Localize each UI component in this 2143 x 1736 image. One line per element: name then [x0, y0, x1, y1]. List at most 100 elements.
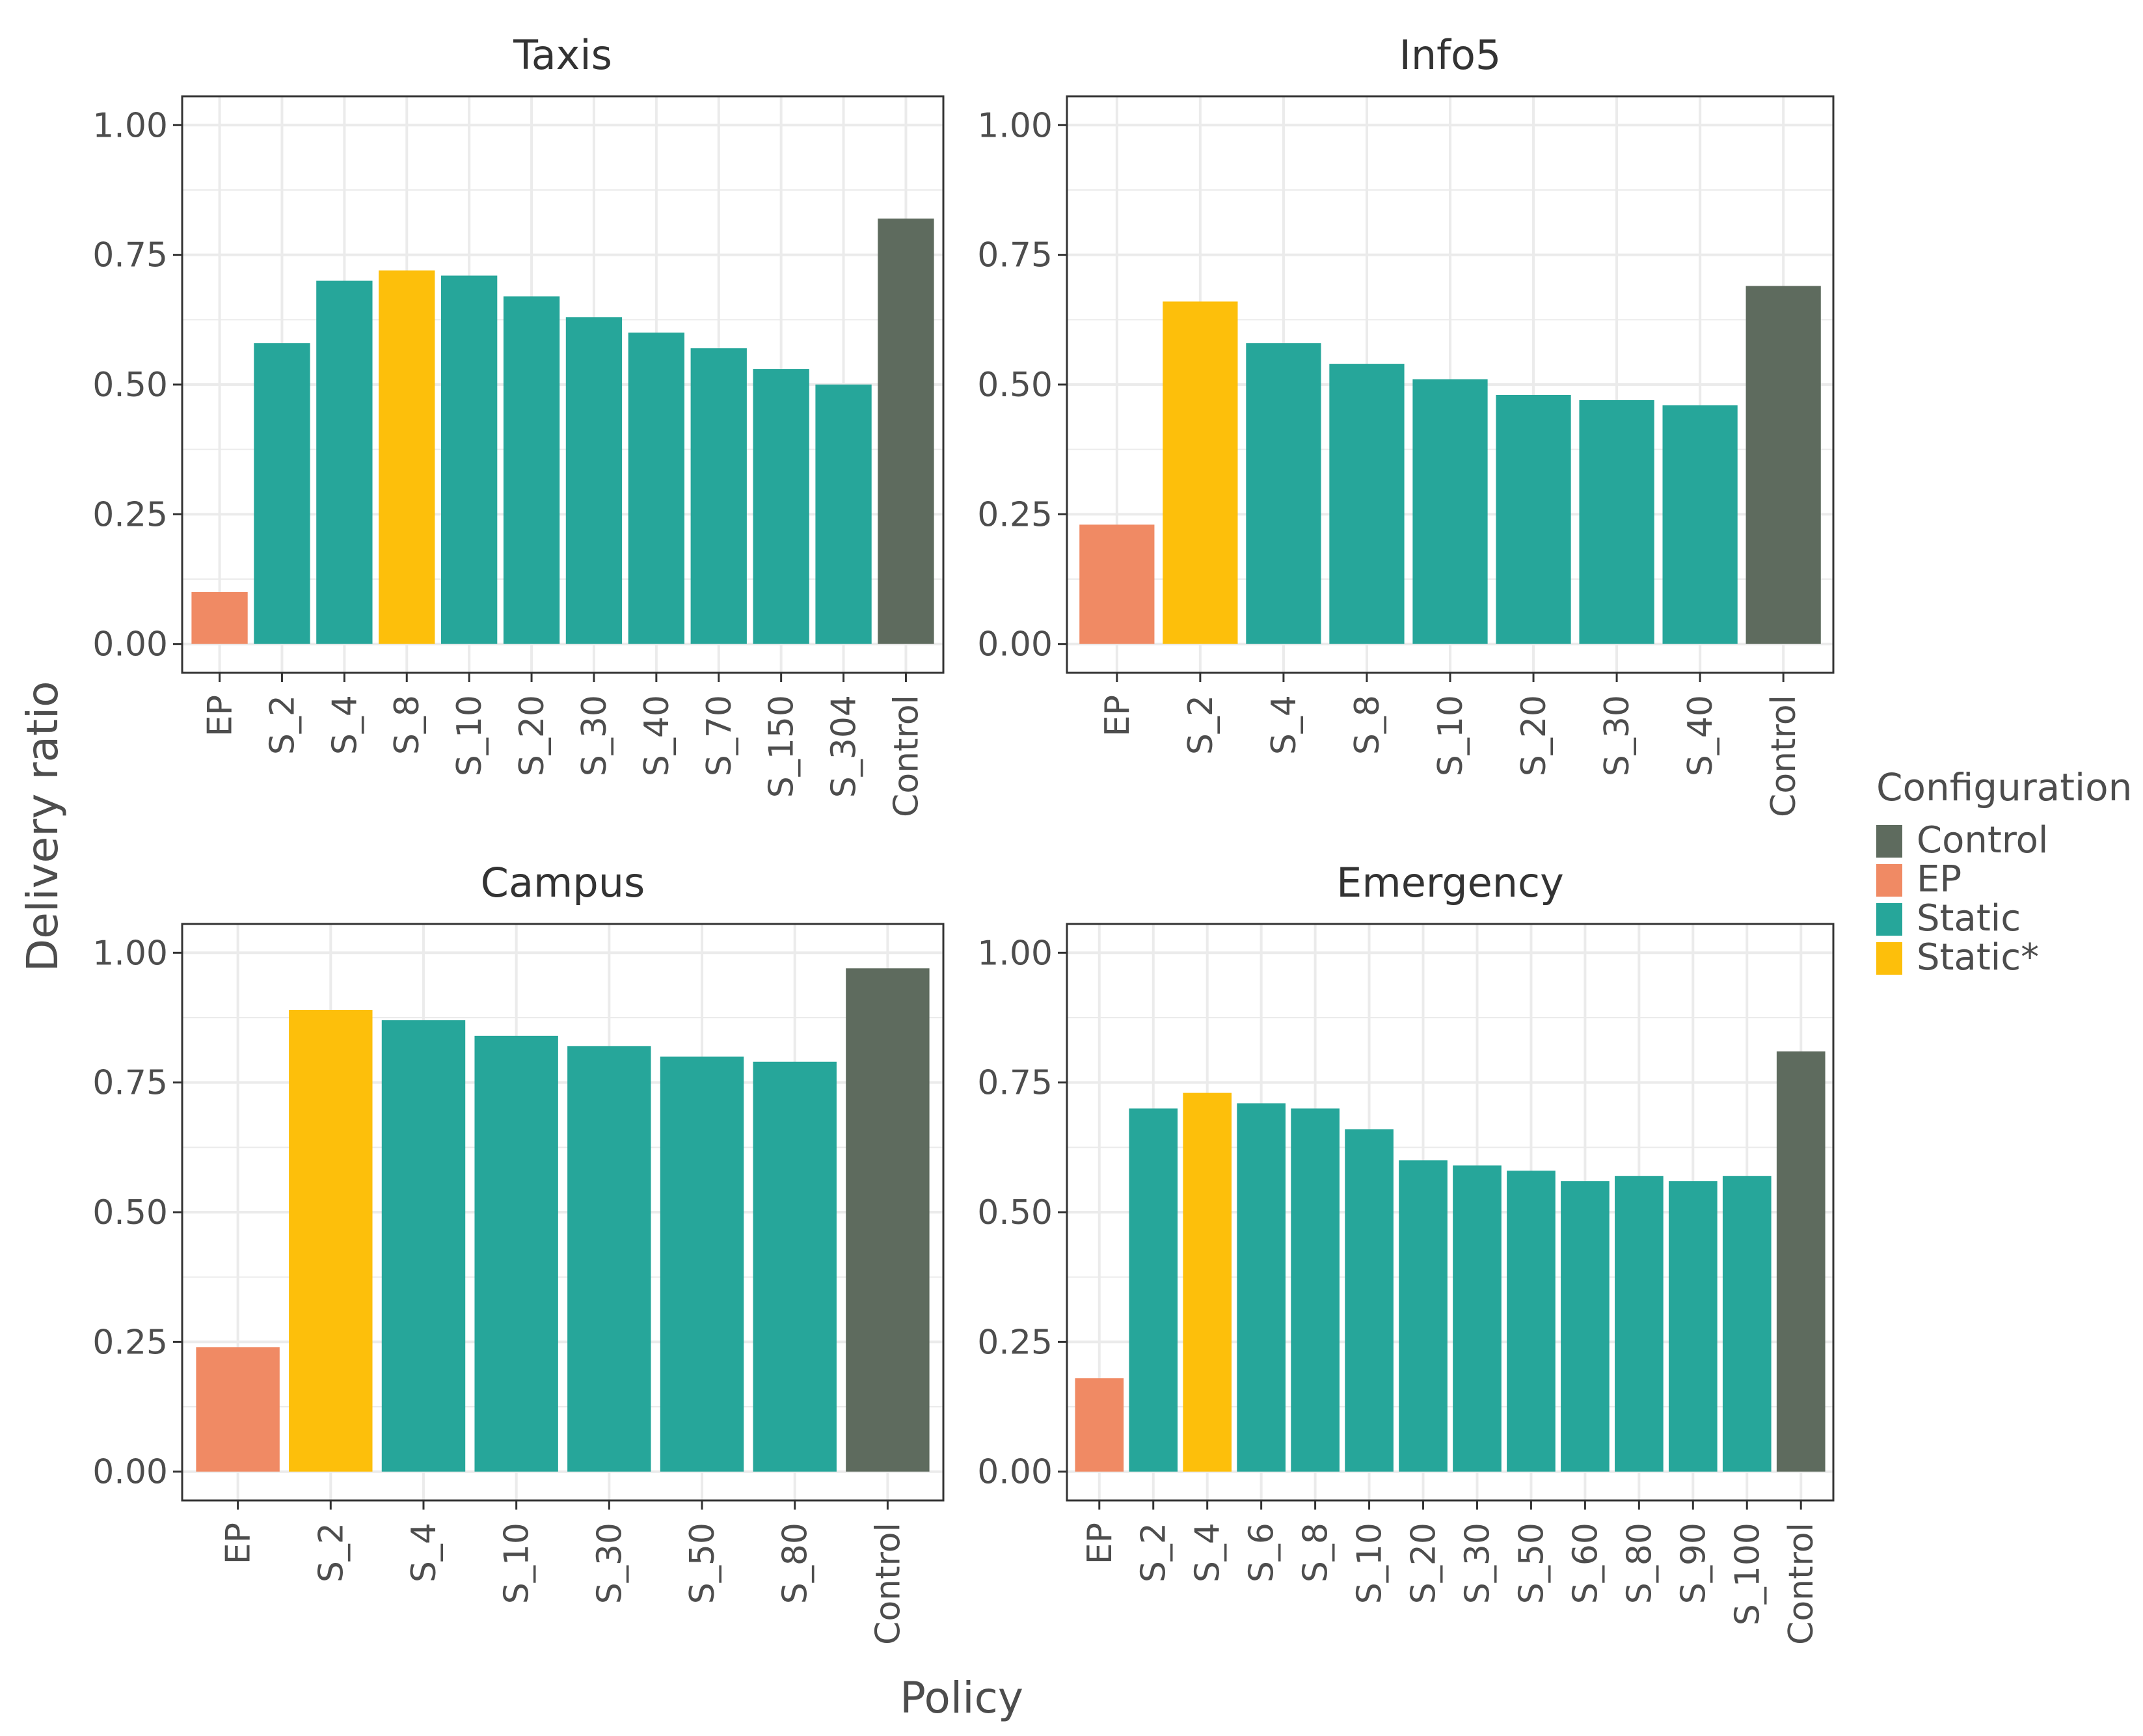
- bar-s-40: [1662, 405, 1738, 644]
- bar-control: [846, 968, 930, 1472]
- bar-s-4: [316, 280, 373, 644]
- y-tick-label: 1.00: [92, 106, 168, 145]
- x-tick-label-control: Control: [1764, 695, 1803, 817]
- y-axis-title: Delivery ratio: [18, 681, 68, 971]
- bar-control: [878, 218, 934, 644]
- bar-s-4: [381, 1020, 466, 1472]
- panel-title: Taxis: [513, 31, 612, 79]
- y-tick-label: 0.50: [977, 1193, 1053, 1232]
- bar-control: [1745, 286, 1821, 644]
- bar-s-304: [815, 385, 872, 644]
- bar-s-4: [1183, 1092, 1232, 1472]
- legend-label-static: Static*: [1917, 936, 2039, 979]
- bar-s-30: [1453, 1165, 1502, 1472]
- y-tick-label: 0.50: [92, 1193, 168, 1232]
- x-tick-label-s-80: S_80: [1620, 1523, 1659, 1604]
- bar-s-2: [1163, 301, 1238, 644]
- legend-label-ep: EP: [1917, 858, 1961, 901]
- y-tick-label: 0.50: [92, 366, 168, 405]
- bar-s-2: [289, 1010, 373, 1472]
- panel-emergency: 0.00 0.25 0.50 0.75 1.00 EP S_2 S_4 S_6 S_8 S_10 S_…: [977, 859, 1835, 1645]
- bar-s-20: [503, 296, 560, 644]
- chart-panels: 0.00 0.25 0.50 0.75 1.00 EP S_2 S_4 S_8 S_10 S_20 S…: [92, 31, 1835, 1645]
- bar-s-4: [1246, 343, 1321, 644]
- panel-grid: [1067, 924, 1833, 1500]
- x-tick-label-s-90: S_90: [1674, 1523, 1713, 1604]
- panel-taxis: 0.00 0.25 0.50 0.75 1.00 EP S_2 S_4 S_8 S_10 S_20 S…: [92, 31, 945, 817]
- y-tick-label: 0.50: [977, 366, 1053, 405]
- legend-swatch-static: [1876, 942, 1902, 975]
- x-tick-label-s-8: S_8: [388, 695, 427, 755]
- x-tick-label-s-30: S_30: [1458, 1523, 1497, 1604]
- x-axis-title: Policy: [900, 1673, 1023, 1723]
- bar-s-40: [628, 332, 685, 644]
- panel-title: Campus: [481, 859, 645, 906]
- y-tick-label: 1.00: [977, 934, 1053, 973]
- x-tick-label-s-2: S_2: [312, 1523, 351, 1582]
- bar-s-20: [1399, 1160, 1448, 1472]
- x-tick-label-s-20: S_20: [1515, 695, 1554, 776]
- y-tick-label: 0.25: [977, 495, 1053, 534]
- x-tick-label-s-50: S_50: [1512, 1523, 1551, 1604]
- x-tick-label-ep: EP: [219, 1523, 258, 1564]
- x-tick-label-s-30: S_30: [1598, 695, 1637, 776]
- x-tick-label-control: Control: [1782, 1523, 1821, 1645]
- bar-control: [1776, 1051, 1826, 1472]
- x-tick-label-s-304: S_304: [825, 695, 864, 798]
- bar-s-150: [753, 369, 809, 644]
- legend-title: Configuration: [1876, 765, 2132, 809]
- bar-s-10: [1345, 1129, 1394, 1472]
- bar-s-70: [690, 348, 747, 644]
- panel-info5: 0.00 0.25 0.50 0.75 1.00 EP S_2 S_4 S_8 S_10 S_20 S…: [977, 31, 1835, 817]
- bar-s-10: [1412, 379, 1488, 644]
- x-tick-label-s-2: S_2: [263, 695, 302, 755]
- legend-label-control: Control: [1917, 819, 2048, 861]
- bar-s-50: [660, 1056, 744, 1472]
- x-tick-label-s-4: S_4: [1189, 1523, 1228, 1582]
- bar-s-8: [1329, 364, 1405, 644]
- x-tick-label-s-2: S_2: [1181, 695, 1220, 755]
- bar-s-50: [1507, 1171, 1556, 1472]
- x-tick-label-s-10: S_10: [498, 1523, 537, 1604]
- y-tick-label: 0.25: [92, 495, 168, 534]
- x-tick-label-ep: EP: [1098, 695, 1137, 737]
- x-tick-label-s-70: S_70: [700, 695, 739, 776]
- y-tick-label: 0.25: [977, 1323, 1053, 1362]
- y-tick-label: 0.25: [92, 1323, 168, 1362]
- x-tick-label-s-8: S_8: [1297, 1523, 1336, 1582]
- x-tick-label-s-4: S_4: [1265, 695, 1304, 755]
- x-tick-label-s-20: S_20: [513, 695, 552, 776]
- x-tick-label-s-4: S_4: [325, 695, 364, 755]
- x-tick-label-s-20: S_20: [1405, 1523, 1444, 1604]
- x-tick-label-s-100: S_100: [1728, 1523, 1767, 1625]
- y-tick-label: 0.00: [92, 1453, 168, 1492]
- bar-s-8: [1291, 1108, 1340, 1472]
- x-tick-label-s-8: S_8: [1348, 695, 1387, 755]
- y-tick-label: 0.75: [92, 236, 168, 275]
- bar-ep: [1075, 1378, 1124, 1472]
- legend-swatch-static: [1876, 903, 1902, 936]
- panel-campus: 0.00 0.25 0.50 0.75 1.00 EP S_2 S_4 S_10 S_30 S_50…: [92, 859, 945, 1645]
- x-tick-label-s-80: S_80: [776, 1523, 815, 1604]
- bar-s-20: [1496, 394, 1571, 644]
- bar-s-60: [1561, 1181, 1610, 1472]
- y-tick-label: 0.75: [977, 1064, 1053, 1103]
- x-tick-label-s-40: S_40: [1681, 695, 1720, 776]
- x-tick-label-control: Control: [887, 695, 926, 817]
- bar-s-90: [1668, 1181, 1718, 1472]
- y-tick-label: 0.00: [977, 1453, 1053, 1492]
- bar-ep: [196, 1347, 280, 1472]
- bar-s-30: [567, 1046, 651, 1472]
- x-tick-label-s-30: S_30: [590, 1523, 629, 1604]
- bar-s-30: [565, 317, 623, 644]
- x-tick-label-s-4: S_4: [405, 1523, 444, 1582]
- bar-ep: [191, 591, 248, 644]
- x-tick-label-ep: EP: [201, 695, 240, 737]
- y-tick-label: 0.00: [92, 625, 168, 664]
- x-tick-label-s-60: S_60: [1566, 1523, 1605, 1604]
- legend-label-static: Static: [1917, 897, 2021, 940]
- bar-ep: [1079, 524, 1155, 644]
- y-tick-label: 0.75: [977, 236, 1053, 275]
- bar-s-2: [1129, 1108, 1178, 1472]
